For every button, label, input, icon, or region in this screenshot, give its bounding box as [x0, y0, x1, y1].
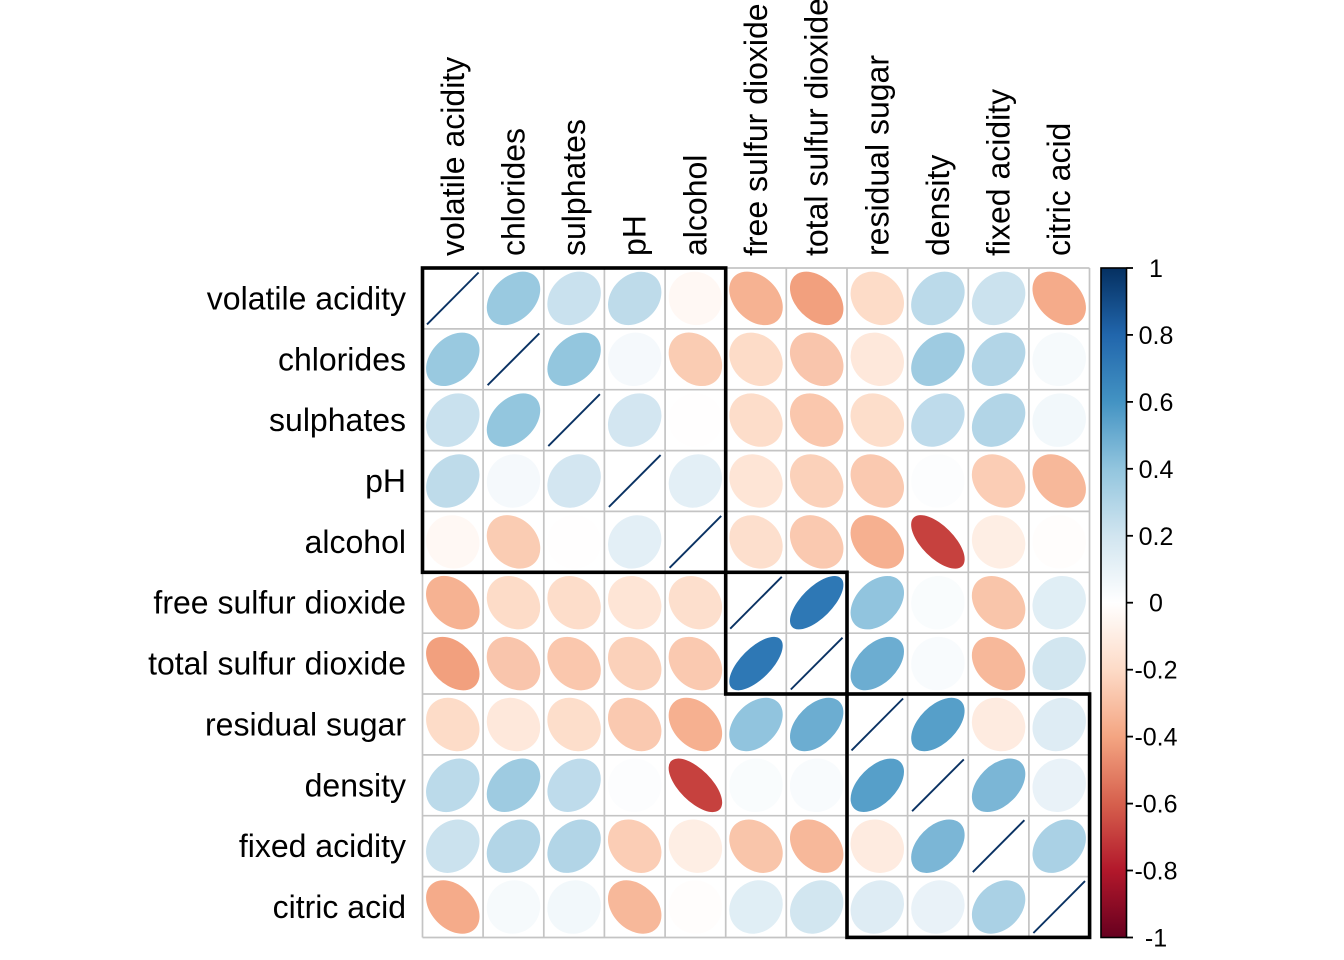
svg-text:density: density: [305, 767, 406, 803]
svg-text:-0.6: -0.6: [1134, 791, 1177, 819]
svg-text:fixed acidity: fixed acidity: [981, 89, 1017, 256]
svg-text:-0.4: -0.4: [1134, 724, 1177, 752]
svg-text:free sulfur dioxide: free sulfur dioxide: [153, 585, 406, 621]
svg-text:0: 0: [1149, 590, 1163, 618]
svg-text:-0.8: -0.8: [1134, 858, 1177, 886]
svg-text:residual sugar: residual sugar: [859, 55, 895, 256]
svg-text:chlorides: chlorides: [278, 341, 406, 377]
svg-text:volatile acidity: volatile acidity: [435, 57, 471, 256]
svg-text:volatile acidity: volatile acidity: [207, 280, 406, 316]
svg-text:sulphates: sulphates: [556, 119, 592, 256]
svg-text:alcohol: alcohol: [305, 524, 406, 560]
svg-text:pH: pH: [617, 215, 653, 256]
svg-text:sulphates: sulphates: [269, 402, 406, 438]
svg-text:0.8: 0.8: [1139, 322, 1174, 350]
svg-text:0.6: 0.6: [1139, 389, 1174, 417]
svg-text:fixed acidity: fixed acidity: [239, 828, 406, 864]
svg-text:chlorides: chlorides: [496, 128, 532, 256]
svg-text:citric acid: citric acid: [273, 889, 406, 925]
svg-text:free sulfur dioxide: free sulfur dioxide: [738, 3, 774, 256]
svg-text:0.2: 0.2: [1139, 523, 1174, 551]
svg-text:total sulfur dioxide: total sulfur dioxide: [799, 0, 835, 256]
svg-text:alcohol: alcohol: [677, 155, 713, 256]
svg-text:citric acid: citric acid: [1041, 123, 1077, 256]
svg-text:density: density: [920, 155, 956, 256]
svg-text:residual sugar: residual sugar: [205, 707, 406, 743]
svg-text:-0.2: -0.2: [1134, 657, 1177, 685]
svg-text:total sulfur dioxide: total sulfur dioxide: [148, 646, 406, 682]
svg-text:0.4: 0.4: [1139, 456, 1174, 484]
svg-text:-1: -1: [1145, 925, 1167, 953]
svg-text:1: 1: [1149, 255, 1163, 283]
svg-text:pH: pH: [365, 463, 406, 499]
